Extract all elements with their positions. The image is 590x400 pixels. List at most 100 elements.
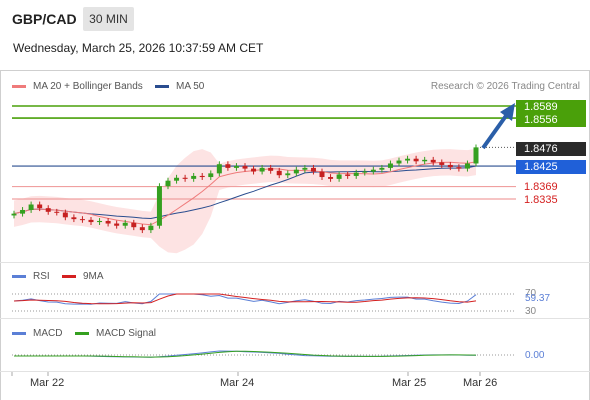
- candle-body: [336, 174, 342, 179]
- rsi-divider: [0, 262, 590, 263]
- candle-body: [45, 208, 51, 212]
- legend-rsi-ma: 9MA: [62, 271, 104, 282]
- candle-body: [285, 173, 291, 176]
- rsi-ma-line: [13, 293, 477, 305]
- legend-ma20: MA 20 + Bollinger Bands: [12, 81, 143, 92]
- macd-divider: [0, 318, 590, 319]
- candle-body: [114, 223, 120, 226]
- level-s1-tag: 1.8369: [524, 181, 558, 193]
- candle-body: [430, 159, 436, 163]
- macd-value-label: 0.00: [525, 350, 545, 361]
- legend-rsi-label: RSI: [33, 271, 50, 282]
- level-r2-tag: 1.8589: [516, 100, 586, 114]
- candle-body: [413, 158, 419, 162]
- legend-ma20-label: MA 20 + Bollinger Bands: [33, 81, 143, 92]
- rsi-value-label: 59.37: [525, 293, 551, 304]
- candle-body: [233, 166, 239, 168]
- candle-body: [353, 172, 359, 176]
- candle-body: [319, 171, 325, 178]
- candle-body: [148, 225, 154, 231]
- candle-body: [20, 209, 26, 214]
- legend-rsi: RSI: [12, 271, 50, 282]
- rsi-upper-label: 70: [525, 288, 537, 299]
- ma20-swatch: [12, 85, 26, 88]
- candle-body: [105, 220, 111, 224]
- legend-macd-label: MACD: [33, 328, 63, 339]
- xaxis-label-mar26: Mar 26: [463, 377, 498, 389]
- xaxis-label-mar25: Mar 25: [392, 377, 427, 389]
- candle-body: [242, 166, 248, 169]
- candle-body: [259, 167, 265, 172]
- candle-body: [362, 171, 368, 173]
- candle-body: [268, 167, 274, 171]
- candle-body: [97, 220, 103, 223]
- macd-swatch: [12, 332, 26, 335]
- candle-body: [54, 211, 60, 213]
- candle-body: [79, 219, 85, 221]
- candle-body: [447, 164, 453, 168]
- pivot-level-tag: 1.8425: [516, 160, 586, 174]
- candle-body: [405, 158, 411, 161]
- pair-title: GBP/CAD: [12, 11, 77, 27]
- level-s2-tag: 1.8335: [524, 194, 558, 206]
- bollinger-band-area: [14, 148, 476, 254]
- forecast-arrow-shaft: [481, 111, 510, 150]
- xaxis-label-mar22: Mar 22: [30, 377, 65, 389]
- candle-body: [473, 147, 479, 164]
- xaxis-divider: [0, 371, 590, 372]
- macd-signal-line: [14, 350, 477, 358]
- candle-body: [387, 163, 393, 168]
- candle-body: [302, 167, 308, 170]
- forecast-arrow-head: [500, 103, 515, 121]
- macd-signal-swatch: [75, 332, 89, 335]
- rsi-lower-label: 30: [525, 306, 537, 317]
- candle-body: [276, 170, 282, 176]
- candle-body: [396, 160, 402, 164]
- rsi-swatch: [12, 275, 26, 278]
- legend-ma50: MA 50: [155, 81, 204, 92]
- candle-body: [37, 204, 43, 209]
- candle-body: [11, 213, 17, 216]
- candle-body: [422, 159, 428, 162]
- copyright-text: Research © 2026 Trading Central: [430, 81, 580, 92]
- legend-ma50-label: MA 50: [176, 81, 205, 92]
- candle-body: [328, 177, 334, 179]
- candle-body: [182, 177, 188, 179]
- candle-body: [379, 167, 385, 170]
- last-price-tag: 1.8476: [516, 142, 586, 156]
- candle-body: [456, 167, 462, 169]
- legend-macd-signal-label: MACD Signal: [96, 328, 157, 339]
- candle-body: [251, 168, 257, 172]
- candle-body: [88, 219, 94, 223]
- candle-body: [62, 212, 68, 218]
- candle-body: [216, 164, 222, 174]
- xaxis-label-mar24: Mar 24: [220, 377, 255, 389]
- candle-body: [131, 222, 137, 228]
- legend-rsi-ma-label: 9MA: [83, 271, 104, 282]
- candle-body: [191, 175, 197, 179]
- candle-body: [71, 217, 77, 220]
- candle-body: [122, 222, 128, 226]
- candle-body: [156, 186, 162, 226]
- legend-macd-signal: MACD Signal: [75, 328, 156, 339]
- candle-body: [199, 175, 205, 178]
- candle-body: [345, 174, 351, 176]
- datetime-label: Wednesday, March 25, 2026 10:37:59 AM CE…: [13, 41, 264, 55]
- timeframe-button[interactable]: 30 MIN: [83, 7, 134, 31]
- candle-body: [28, 204, 34, 210]
- candle-body: [464, 163, 470, 169]
- ma50-swatch: [155, 85, 169, 88]
- candle-body: [370, 169, 376, 172]
- candle-body: [310, 167, 316, 172]
- legend-macd: MACD: [12, 328, 62, 339]
- candle-body: [174, 177, 180, 181]
- candle-body: [139, 227, 145, 231]
- rsi-line: [13, 293, 477, 305]
- rsi-ma-swatch: [62, 275, 76, 278]
- candle-body: [225, 164, 231, 168]
- candle-body: [208, 173, 214, 178]
- candle-body: [165, 180, 171, 187]
- level-r1-tag: 1.8556: [516, 113, 586, 127]
- candle-body: [293, 169, 299, 174]
